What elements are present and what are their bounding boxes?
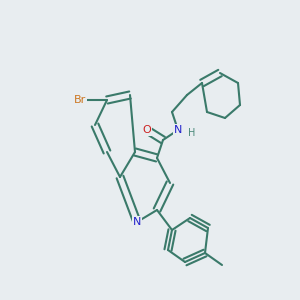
Text: O: O	[142, 125, 152, 135]
Text: N: N	[174, 125, 182, 135]
Text: Br: Br	[74, 95, 86, 105]
Text: N: N	[133, 217, 141, 227]
Text: H: H	[188, 128, 196, 138]
